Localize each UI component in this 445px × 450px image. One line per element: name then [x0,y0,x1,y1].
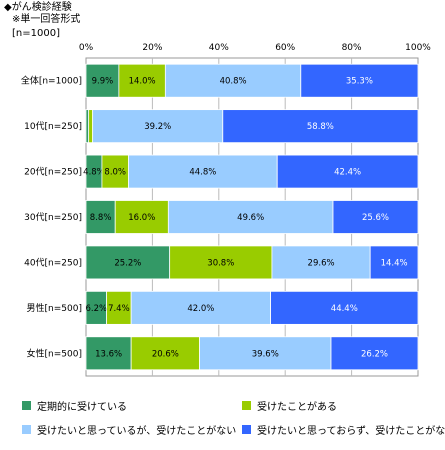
data-label: 44.8% [189,168,216,178]
legend-item: 受けたいと思っておらず、受けたことがない [242,422,445,437]
bar-segment [130,290,271,325]
legend-item: 受けたことがある [242,398,337,413]
legend-swatch [22,425,31,434]
data-label: 13.6% [95,349,122,359]
category-label: 全体[n=1000] [21,75,82,87]
data-label: 39.2% [144,122,171,132]
data-label: 30.8% [207,258,234,268]
data-label: 26.2% [361,349,388,359]
data-label: 35.3% [346,77,373,87]
data-label: 25.6% [362,213,389,223]
x-tick-label: 80% [342,43,362,53]
category-label: 30代[n=250] [24,212,82,223]
data-label: 42.4% [334,168,361,178]
bar-segment [85,200,116,234]
legend-label: 定期的に受けている [37,402,127,413]
data-label: 14.0% [129,77,156,87]
data-label: 8.0% [104,168,126,178]
legend-label: 受けたことがある [257,402,337,413]
legend-item: 定期的に受けている [22,398,127,413]
bar-segment [118,63,166,98]
bar-segment [130,336,200,371]
legend-swatch [22,401,31,410]
bar-segment [330,336,419,371]
bar-segment [222,109,419,144]
category-label: 40代[n=250] [24,257,82,268]
bar-segment [300,63,419,98]
bar-segment [276,154,419,189]
category-label: 女性[n=500] [27,347,82,359]
chart-title: ◆がん検診経験 [4,2,72,13]
data-label: 6.2% [85,304,107,314]
data-label: 9.9% [92,77,114,87]
legend-label: 受けたいと思っておらず、受けたことがない [257,426,445,437]
data-label: 4.8% [83,168,105,178]
data-label: 40.8% [220,77,247,87]
bar-segment [369,245,419,280]
data-label: 16.0% [128,213,155,223]
x-tick-label: 0% [79,43,94,53]
data-label: 49.6% [237,213,264,223]
data-label: 29.6% [308,258,335,268]
x-tick-label: 40% [209,43,229,53]
chart-subtitle: ※単一回答形式 [12,14,81,25]
sample-size: [n=1000] [12,28,60,39]
category-label: 10代[n=250] [24,121,82,132]
bar-segment [101,154,129,189]
data-label: 20.6% [152,349,179,359]
data-label: 25.2% [114,258,141,268]
data-label: 8.8% [90,213,112,223]
data-label: 44.4% [331,304,358,314]
bar-segment [271,245,371,280]
category-label: 男性[n=500] [27,302,82,314]
bar-segment [332,200,419,234]
x-tick-label: 100% [405,43,431,53]
bar-segment [85,245,171,280]
bar-segment [167,200,334,234]
data-label: 39.6% [252,349,279,359]
bar-segment [114,200,169,234]
bar-segment [85,63,120,98]
legend-swatch [242,425,251,434]
legend-swatch [242,401,251,410]
bar-segment [88,109,94,144]
bar-segment [92,109,224,144]
data-label: 58.8% [307,122,334,132]
x-tick-label: 20% [142,43,162,53]
bar-segment [169,245,273,280]
legend-label: 受けたいと思っているが、受けたことがない [37,426,237,437]
data-label: 14.4% [381,258,408,268]
data-label: 42.0% [187,304,214,314]
bar-segment [85,336,132,371]
bar-segment [164,63,302,98]
category-label: 20代[n=250] [24,167,82,178]
bar-segment [128,154,278,189]
legend-item: 受けたいと思っているが、受けたことがない [22,422,236,437]
data-label: 7.4% [108,304,130,314]
x-tick-label: 60% [275,43,295,53]
bar-segment [270,290,419,325]
